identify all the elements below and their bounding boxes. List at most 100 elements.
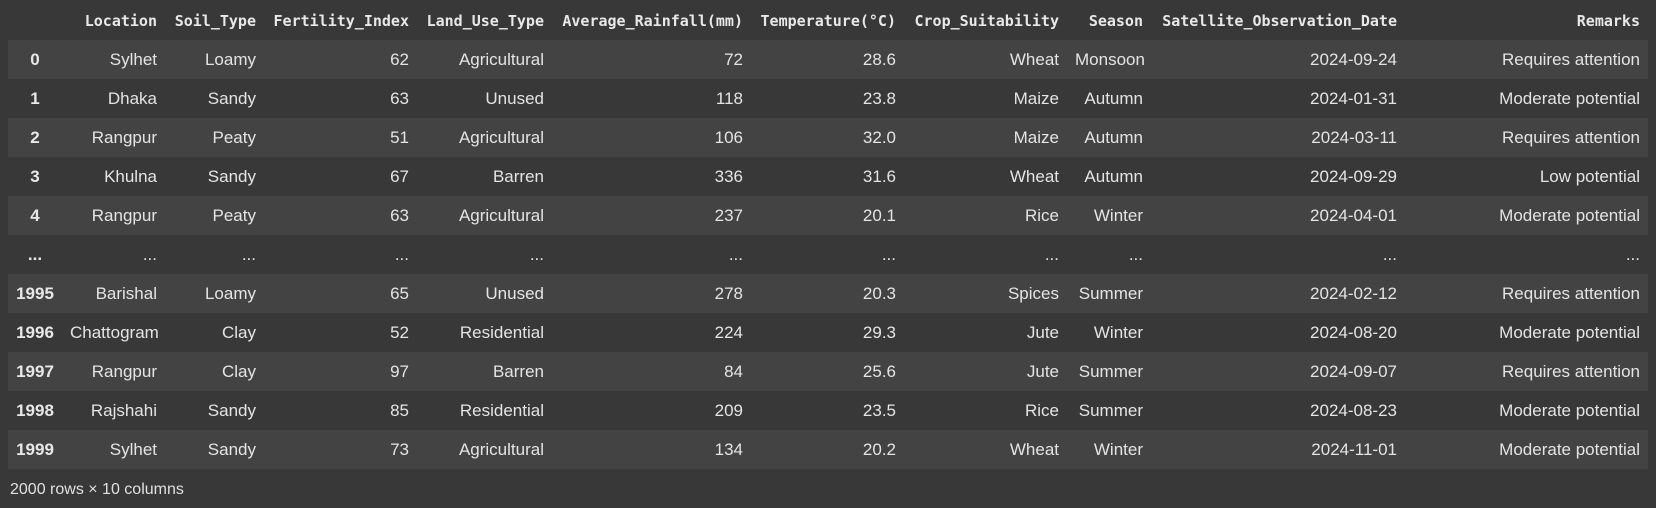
table-cell: Khulna <box>104 166 157 186</box>
table-cell: Wheat <box>1009 49 1059 69</box>
table-cell: Unused <box>485 88 544 108</box>
table-cell: 224 <box>714 322 743 342</box>
column-header: Average_Rainfall(mm) <box>562 12 743 30</box>
table-cell: 52 <box>390 322 409 342</box>
table-cell: Peaty <box>212 205 256 225</box>
table-cell: Rice <box>1024 205 1059 225</box>
table-cell: Summer <box>1078 283 1143 303</box>
table-cell: Residential <box>459 400 544 420</box>
table-row: 1 Dhaka Sandy 63 Unused 118 23.8 Maize Autumn 202… <box>8 79 1648 118</box>
table-cell: Moderate potential <box>1499 322 1640 342</box>
table-cell: Agricultural <box>458 127 544 147</box>
table-cell: Agricultural <box>458 205 544 225</box>
table-row: ................................. <box>8 235 1648 274</box>
table-cell: Requires attention <box>1502 49 1640 69</box>
table-cell: Moderate potential <box>1499 88 1640 108</box>
table-cell: Monsoon <box>1075 49 1145 69</box>
table-cell: 73 <box>390 439 409 459</box>
table-cell: ... <box>142 244 157 264</box>
table-cell: Clay <box>221 361 256 381</box>
table-cell: Wheat <box>1009 166 1059 186</box>
table-cell: Barren <box>492 166 544 186</box>
table-cell: 97 <box>390 361 409 381</box>
table-cell: 20.1 <box>862 205 896 225</box>
table-cell: 2024-01-31 <box>1310 88 1397 108</box>
shape-footer: 2000 rows × 10 columns <box>10 481 184 498</box>
table-cell: Chattogram <box>70 322 159 342</box>
table-cell: ... <box>1128 244 1143 264</box>
table-cell: Sandy <box>207 88 256 108</box>
table-cell: Sandy <box>207 166 256 186</box>
table-cell: Maize <box>1013 127 1059 147</box>
table-row: 2 Rangpur Peaty 51 Agricultural 106 32.0 Maize A… <box>8 118 1648 157</box>
table-cell: 2024-03-11 <box>1311 127 1397 147</box>
table-cell: Residential <box>459 322 544 342</box>
table-cell: Unused <box>485 283 544 303</box>
dataframe-table: Location Soil_Type Fertility_Index Land_Use… <box>8 2 1648 469</box>
row-index: 1996 <box>16 322 54 342</box>
table-cell: Sylhet <box>109 49 157 69</box>
table-cell: 2024-09-24 <box>1310 49 1397 69</box>
table-cell: Moderate potential <box>1499 439 1640 459</box>
table-cell: Loamy <box>204 283 256 303</box>
table-cell: Winter <box>1093 439 1143 459</box>
table-cell: 2024-09-29 <box>1310 166 1397 186</box>
column-header: Remarks <box>1576 12 1640 30</box>
column-header: Fertility_Index <box>273 12 409 30</box>
table-cell: 85 <box>390 400 409 420</box>
row-index: 3 <box>30 166 40 186</box>
column-header: Crop_Suitability <box>914 12 1060 30</box>
table-cell: Agricultural <box>458 49 544 69</box>
table-cell: Low potential <box>1539 166 1640 186</box>
table-cell: Autumn <box>1084 166 1143 186</box>
row-index: 0 <box>30 49 40 69</box>
table-cell: Winter <box>1093 205 1143 225</box>
table-cell: Clay <box>221 322 256 342</box>
table-cell: Requires attention <box>1502 283 1640 303</box>
table-cell: 336 <box>714 166 743 186</box>
table-cell: 29.3 <box>862 322 896 342</box>
table-cell: 63 <box>390 88 409 108</box>
table-cell: Requires attention <box>1502 361 1640 381</box>
row-index: 1995 <box>16 283 54 303</box>
table-cell: Moderate potential <box>1499 400 1640 420</box>
table-row: 3 Khulna Sandy 67 Barren 336 31.6 Wheat Autumn 20… <box>8 157 1648 196</box>
table-cell: 20.3 <box>862 283 896 303</box>
row-index: 4 <box>30 205 40 225</box>
table-cell: Summer <box>1078 361 1143 381</box>
table-cell: 278 <box>714 283 743 303</box>
table-row: 1997 Rangpur Clay 97 Barren 84 25.6 Jute Summer 2… <box>8 352 1648 391</box>
table-cell: 106 <box>714 127 743 147</box>
column-header: Location <box>84 12 157 30</box>
table-cell: Peaty <box>212 127 256 147</box>
table-row: 1998 Rajshahi Sandy 85 Residential 209 23.5 Ric… <box>8 391 1648 430</box>
table-cell: Rangpur <box>91 205 157 225</box>
table-cell: 65 <box>390 283 409 303</box>
table-cell: 237 <box>714 205 743 225</box>
table-cell: Autumn <box>1084 127 1143 147</box>
table-cell: Maize <box>1013 88 1059 108</box>
table-cell: ... <box>1044 244 1059 264</box>
row-index: ... <box>27 244 43 264</box>
table-cell: 2024-09-07 <box>1310 361 1397 381</box>
table-cell: Rangpur <box>91 127 157 147</box>
table-cell: Wheat <box>1009 439 1059 459</box>
table-cell: 118 <box>715 88 743 108</box>
table-cell: 84 <box>724 361 743 381</box>
table-cell: 2024-08-23 <box>1310 400 1397 420</box>
table-cell: Moderate potential <box>1499 205 1640 225</box>
column-header: Temperature(°C) <box>760 12 896 30</box>
table-row: 0 Sylhet Loamy 62 Agricultural 72 28.6 Wheat Mon… <box>8 40 1648 79</box>
table-cell: 23.5 <box>862 400 896 420</box>
table-cell: Jute <box>1026 322 1059 342</box>
table-cell: Loamy <box>204 49 256 69</box>
table-row: 1995 Barishal Loamy 65 Unused 278 20.3 Spices Su… <box>8 274 1648 313</box>
table-cell: Rice <box>1024 400 1059 420</box>
table-cell: 2024-02-12 <box>1310 283 1397 303</box>
table-cell: ... <box>881 244 896 264</box>
table-cell: 2024-08-20 <box>1310 322 1397 342</box>
table-row: 1996 Chattogram Clay 52 Residential 224 29.3 Ju… <box>8 313 1648 352</box>
table-cell: Summer <box>1078 400 1143 420</box>
row-index: 1 <box>30 88 40 108</box>
table-cell: Dhaka <box>107 88 157 108</box>
